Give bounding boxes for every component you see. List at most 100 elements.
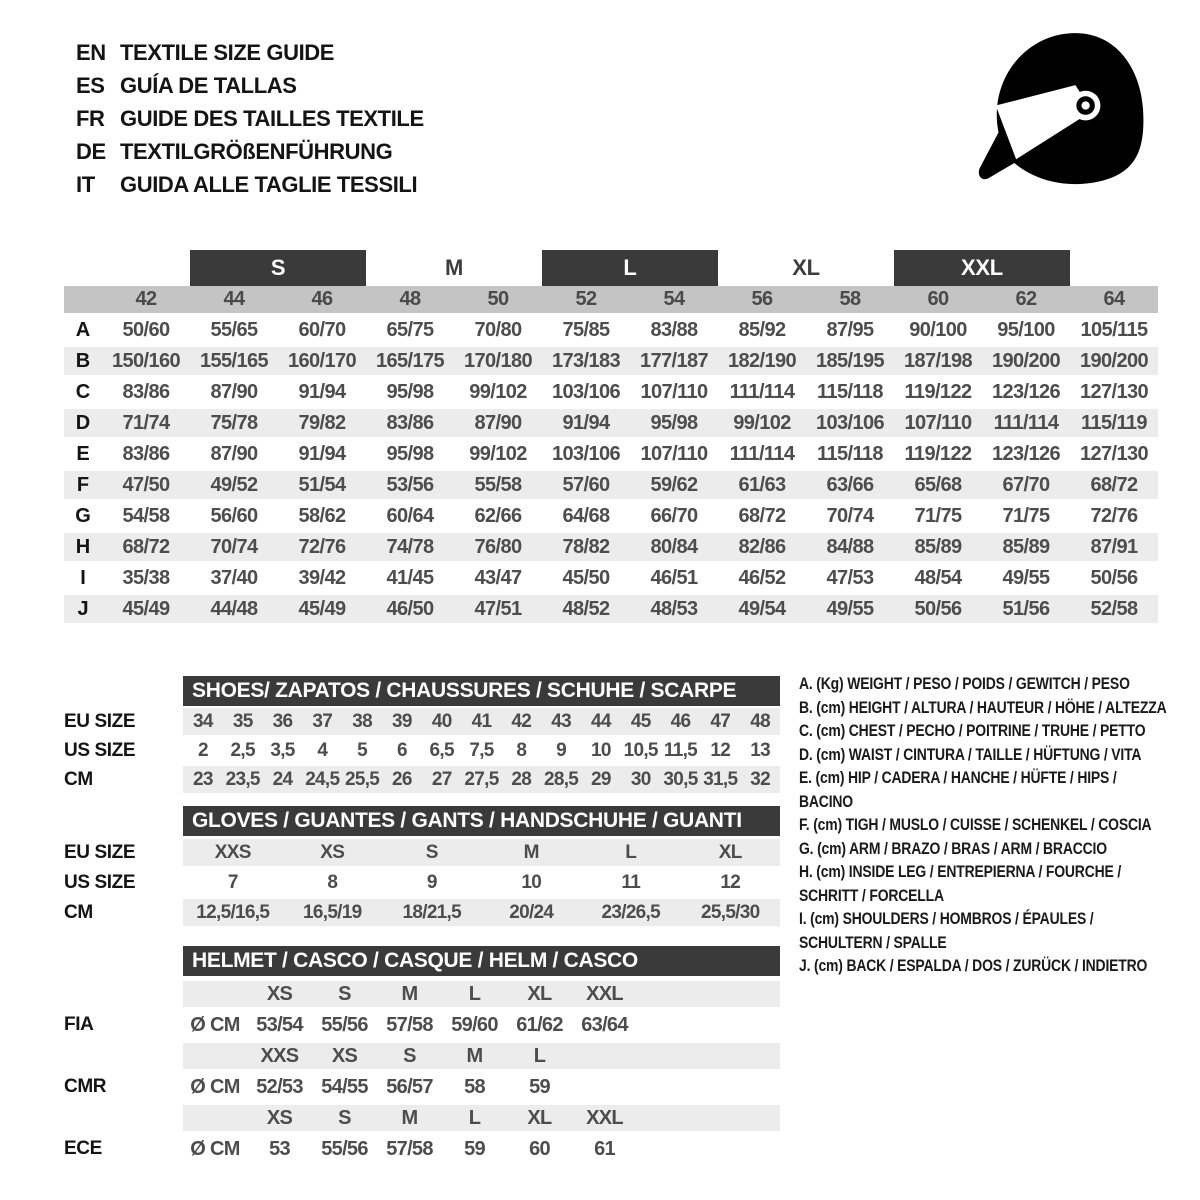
size-cell: M bbox=[466, 1044, 484, 1067]
legend-item: J. (cm) BACK / ESPALDA / DOS / ZURÜCK / … bbox=[799, 957, 1148, 975]
size-cell: XXL bbox=[586, 1106, 623, 1129]
legend-item: I. (cm) SHOULDERS / HOMBROS / ÉPAULES / … bbox=[799, 910, 1094, 952]
row-letter: F bbox=[76, 473, 90, 496]
size-cell: 34 bbox=[193, 710, 213, 732]
size-cell: 4 bbox=[317, 739, 328, 761]
language-row: IT GUIDA ALLE TAGLIE TESSILI bbox=[76, 168, 424, 201]
row-values: 2 2,5 3,5 4 5 6 6,5 7,5 8 9 10 10,5 11,5 12 13 bbox=[183, 737, 780, 764]
legend-item: F. (cm) TIGH / MUSLO / CUISSE / SCHENKEL… bbox=[799, 816, 1152, 834]
measure-cell: 74/78 bbox=[386, 535, 434, 558]
measure-cell: 51/56 bbox=[1002, 597, 1050, 620]
row-letter: G bbox=[75, 504, 91, 527]
language-code: FR bbox=[76, 105, 105, 131]
gloves-table-title: GLOVES / GUANTES / GANTS / HANDSCHUHE / … bbox=[183, 806, 780, 836]
measure-cell: 187/198 bbox=[903, 349, 973, 372]
measure-cell: 127/130 bbox=[1079, 380, 1149, 403]
measure-cell: 105/115 bbox=[1080, 318, 1149, 341]
measure-cell: 95/98 bbox=[386, 380, 434, 403]
size-cell: 8 bbox=[516, 739, 527, 761]
measure-cell: 65/75 bbox=[386, 318, 434, 341]
filler bbox=[637, 1072, 780, 1102]
row-values: 12,5/16,5 16,5/19 18/21,5 20/24 23/26,5 25,5/… bbox=[183, 899, 780, 926]
measure-cell: 55/58 bbox=[474, 473, 522, 496]
size-cell: 60 bbox=[529, 1137, 551, 1160]
size-cell: 16,5/19 bbox=[303, 901, 362, 923]
size-cell: 23 bbox=[193, 768, 213, 790]
measure-row: I 35/38 37/40 39/42 41/45 43/47 45/50 46/51 46/5… bbox=[64, 564, 1158, 592]
measure-cell: 87/95 bbox=[826, 318, 874, 341]
measure-cell: 127/130 bbox=[1079, 442, 1149, 465]
size-cell: 27 bbox=[431, 768, 452, 790]
size-cell: 41 bbox=[471, 710, 492, 732]
measure-cell: 50/60 bbox=[122, 318, 170, 341]
size-group-label: XL bbox=[792, 255, 820, 280]
language-code: EN bbox=[76, 39, 106, 65]
size-cell: 47 bbox=[710, 710, 731, 732]
size-cell bbox=[572, 1043, 637, 1069]
size-cell: M bbox=[401, 1106, 419, 1129]
size-cell: XS bbox=[331, 1044, 358, 1067]
measure-cell: 45/49 bbox=[298, 597, 346, 620]
measure-cell: 87/90 bbox=[210, 442, 258, 465]
standard-label: CMR bbox=[64, 1076, 107, 1097]
measure-cell: 190/200 bbox=[991, 349, 1061, 372]
measure-cell: 85/92 bbox=[738, 318, 786, 341]
measurement-legend: A. (Kg) WEIGHT / PESO / POIDS / GEWITCH … bbox=[799, 673, 1171, 979]
measure-cell: 84/88 bbox=[826, 535, 874, 558]
size-cell: 11,5 bbox=[663, 739, 698, 761]
size-cell: 42 bbox=[511, 710, 532, 732]
size-cell: 53/54 bbox=[256, 1013, 303, 1036]
size-group-label: S bbox=[190, 250, 366, 286]
size-cell: 57/58 bbox=[386, 1013, 433, 1036]
size-cell: 48 bbox=[750, 710, 770, 732]
measure-cell: 85/89 bbox=[914, 535, 962, 558]
measure-row: A 50/60 55/65 60/70 65/75 70/80 75/85 83/88 85/9… bbox=[64, 316, 1158, 344]
row-label: CM bbox=[64, 901, 93, 923]
helmet-table-title: HELMET / CASCO / CASQUE / HELM / CASCO bbox=[183, 946, 780, 976]
legend-item: B. (cm) HEIGHT / ALTURA / HAUTEUR / HÖHE… bbox=[799, 698, 1167, 717]
language-code: IT bbox=[76, 171, 95, 197]
size-cell: 55/56 bbox=[321, 1137, 368, 1160]
measure-cell: 48/53 bbox=[650, 597, 698, 620]
measure-cell: 99/102 bbox=[733, 411, 791, 434]
row-letter: B bbox=[75, 349, 91, 372]
row-values: XS S M L XL XXL bbox=[183, 1105, 780, 1131]
size-cell: 32 bbox=[750, 768, 770, 790]
measure-cell: 91/94 bbox=[562, 411, 610, 434]
size-cell: M bbox=[523, 841, 540, 863]
helmet-row: XS S M L XL XXL bbox=[64, 1105, 780, 1131]
measure-cell: 115/118 bbox=[817, 442, 883, 465]
measure-cell: 57/60 bbox=[562, 473, 610, 496]
size-cell: 43 bbox=[551, 710, 571, 732]
row-values: Ø CM 53/54 55/56 57/58 59/60 61/62 63/64 bbox=[183, 1010, 780, 1040]
measure-cell: 66/70 bbox=[650, 504, 698, 527]
measure-cell: 52/58 bbox=[1090, 597, 1138, 620]
measure-cell: 47/50 bbox=[122, 473, 170, 496]
size-cell: 40 bbox=[431, 710, 452, 732]
measure-cell: 51/54 bbox=[298, 473, 346, 496]
shoes-size-table: SHOES/ ZAPATOS / CHAUSSURES / SCHUHE / S… bbox=[64, 676, 780, 793]
measure-cell: 45/50 bbox=[562, 566, 610, 589]
measure-cell: 111/114 bbox=[729, 442, 795, 465]
guide-title: GUIDA ALLE TAGLIE TESSILI bbox=[120, 171, 418, 197]
size-cell: 31,5 bbox=[703, 768, 738, 790]
filler bbox=[637, 981, 780, 1007]
measure-cell: 160/170 bbox=[287, 349, 357, 372]
measure-cell: 60/64 bbox=[386, 504, 434, 527]
row-values: 23 23,5 24 24,5 25,5 26 27 27,5 28 28,5 29 30 30,5 31… bbox=[183, 766, 780, 793]
guide-title: GUÍA DE TALLAS bbox=[120, 72, 297, 98]
measure-cell: 111/114 bbox=[729, 380, 795, 403]
measure-cell: 91/94 bbox=[298, 380, 346, 403]
size-cell: 3,5 bbox=[270, 739, 295, 761]
size-cell: 61 bbox=[594, 1137, 616, 1160]
spacer bbox=[64, 286, 102, 313]
size-cell: 7 bbox=[227, 871, 239, 893]
size-cell: S bbox=[403, 1044, 416, 1067]
size-cell: 12 bbox=[710, 739, 731, 761]
standard-label bbox=[64, 1043, 183, 1069]
legend-item: H. (cm) INSIDE LEG / ENTREPIERNA / FOURC… bbox=[799, 863, 1122, 905]
row-values: 34 35 36 37 38 39 40 41 42 43 44 45 46 47 48 bbox=[183, 708, 780, 735]
gloves-row: CM 12,5/16,5 16,5/19 18/21,5 20/24 23/26,5 25,… bbox=[64, 899, 780, 926]
language-row: FR GUIDE DES TAILLES TEXTILE bbox=[76, 102, 424, 135]
